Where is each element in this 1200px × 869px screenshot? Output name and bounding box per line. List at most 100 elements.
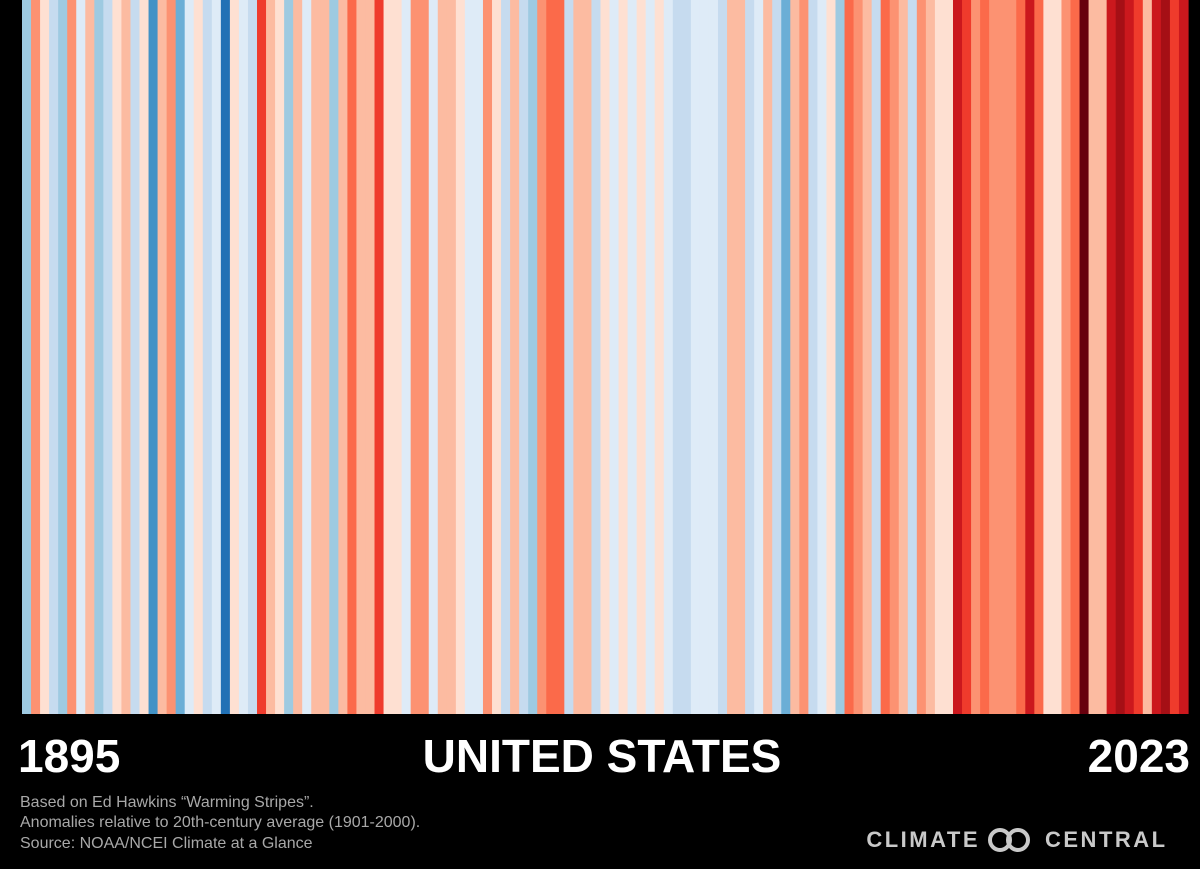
- stripe: [401, 0, 412, 714]
- stripe: [916, 0, 927, 714]
- stripe: [320, 0, 330, 714]
- stripe: [374, 0, 385, 714]
- stripe: [1079, 0, 1090, 714]
- stripe: [573, 0, 584, 714]
- end-year: 2023: [1088, 730, 1190, 782]
- stripe: [492, 0, 502, 714]
- stripe: [67, 0, 77, 714]
- stripe: [184, 0, 195, 714]
- stripe: [853, 0, 864, 714]
- stripe: [844, 0, 855, 714]
- stripe: [600, 0, 611, 714]
- stripe: [654, 0, 665, 714]
- stripe: [699, 0, 710, 714]
- stripe: [564, 0, 574, 714]
- stripe: [139, 0, 150, 714]
- stripe: [717, 0, 728, 714]
- stripe: [609, 0, 620, 714]
- stripe: [338, 0, 348, 714]
- stripe: [736, 0, 746, 714]
- stripe: [175, 0, 186, 714]
- stripe: [799, 0, 809, 714]
- stripe: [546, 0, 556, 714]
- stripe: [482, 0, 493, 714]
- stripe: [907, 0, 918, 714]
- stripe: [790, 0, 800, 714]
- stripe: [889, 0, 900, 714]
- start-year: 1895: [18, 730, 120, 782]
- stripe: [49, 0, 59, 714]
- stripe: [40, 0, 50, 714]
- stripe: [1151, 0, 1162, 714]
- stripe: [76, 0, 86, 714]
- stripe: [510, 0, 520, 714]
- stripe: [1088, 0, 1099, 714]
- stripe: [356, 0, 367, 714]
- stripe: [519, 0, 529, 714]
- stripe: [690, 0, 701, 714]
- stripe: [284, 0, 294, 714]
- stripe: [925, 0, 936, 714]
- stripe: [202, 0, 213, 714]
- stripe: [302, 0, 312, 714]
- stripe: [627, 0, 638, 714]
- stripe: [293, 0, 303, 714]
- stripe: [898, 0, 909, 714]
- stripe: [1124, 0, 1135, 714]
- stripe: [989, 0, 999, 714]
- stripe: [148, 0, 159, 714]
- stripe: [591, 0, 602, 714]
- stripe: [31, 0, 41, 714]
- stripe: [943, 0, 954, 714]
- stripe: [952, 0, 963, 714]
- logo-text: CLIMATE: [866, 827, 980, 852]
- stripe: [555, 0, 565, 714]
- stripe: [464, 0, 475, 714]
- stripe: [582, 0, 593, 714]
- stripe: [392, 0, 403, 714]
- stripe: [455, 0, 466, 714]
- stripe: [1025, 0, 1035, 714]
- stripe: [1115, 0, 1126, 714]
- stripe: [410, 0, 421, 714]
- stripe: [130, 0, 141, 714]
- stripe: [663, 0, 674, 714]
- stripe: [1061, 0, 1072, 714]
- stripe: [1016, 0, 1026, 714]
- stripe: [1070, 0, 1081, 714]
- stripe: [708, 0, 719, 714]
- stripe: [238, 0, 249, 714]
- stripe: [121, 0, 132, 714]
- stripe: [275, 0, 285, 714]
- stripe: [266, 0, 276, 714]
- stripe: [962, 0, 972, 714]
- stripe: [311, 0, 321, 714]
- stripe: [347, 0, 358, 714]
- stripe: [22, 0, 32, 714]
- stripe: [419, 0, 430, 714]
- stripe: [1178, 0, 1189, 714]
- note: Anomalies relative to 20th-century avera…: [20, 814, 420, 831]
- stripe: [428, 0, 439, 714]
- stripe: [745, 0, 755, 714]
- note: Source: NOAA/NCEI Climate at a Glance: [20, 835, 313, 852]
- stripe: [808, 0, 819, 714]
- stripe: [1160, 0, 1171, 714]
- stripe: [645, 0, 656, 714]
- stripe: [1169, 0, 1180, 714]
- stripe: [473, 0, 484, 714]
- stripe: [1097, 0, 1108, 714]
- stripe: [446, 0, 457, 714]
- stripe: [971, 0, 981, 714]
- stripe: [862, 0, 873, 714]
- stripe: [329, 0, 339, 714]
- stripe: [681, 0, 692, 714]
- stripe: [781, 0, 791, 714]
- stripe: [220, 0, 231, 714]
- stripe: [826, 0, 837, 714]
- stripe: [257, 0, 267, 714]
- chart-title: UNITED STATES: [423, 730, 782, 782]
- stripe: [94, 0, 104, 714]
- stripe: [871, 0, 882, 714]
